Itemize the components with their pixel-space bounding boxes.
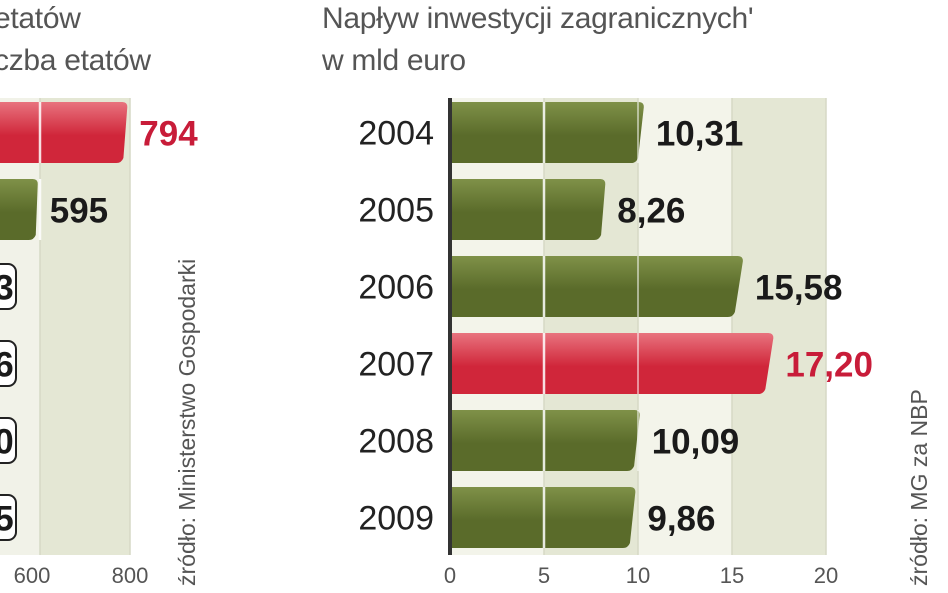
right-value-label: 17,20 (785, 346, 873, 385)
right-category-label: 2008 (358, 423, 434, 461)
right-category-label: 2007 (358, 346, 434, 384)
left-value-box (0, 417, 17, 464)
right-x-tick-label: 15 (720, 563, 744, 588)
right-grid-band (732, 98, 826, 555)
right-x-tick-label: 0 (444, 563, 456, 588)
left-value-label: 794 (139, 115, 198, 154)
right-value-label: 10,31 (656, 115, 744, 154)
left-grid-band (40, 98, 130, 555)
left-value-label: 6 (0, 346, 14, 385)
right-bar-2005 (450, 179, 606, 240)
left-grid-band (0, 98, 40, 555)
left-value-box (0, 494, 17, 541)
left-value-box (0, 263, 17, 310)
right-category-label: 2006 (358, 269, 434, 307)
left-value-label: 0 (0, 423, 14, 462)
right-grid-band (544, 98, 638, 555)
left-value-box (0, 340, 17, 387)
right-value-label: 8,26 (617, 192, 685, 231)
right-value-label: 9,86 (647, 500, 715, 539)
right-bar-2006 (450, 256, 743, 317)
right-bar-2009 (450, 487, 636, 548)
left-bar (0, 102, 128, 163)
right-value-label: 10,09 (652, 423, 740, 462)
right-category-label: 2004 (358, 115, 434, 153)
right-grid-band (638, 98, 732, 555)
left-value-label: 595 (50, 192, 108, 231)
left-bar (0, 179, 38, 240)
right-x-tick-label: 5 (538, 563, 550, 588)
right-category-label: 2005 (358, 192, 434, 230)
right-x-tick-label: 20 (814, 563, 838, 588)
left-value-label: 3 (0, 269, 14, 308)
right-chart-title-line1: Napływ inwestycji zagranicznych' (322, 2, 754, 35)
right-x-tick-label: 10 (626, 563, 650, 588)
right-bar-2007 (450, 333, 774, 394)
right-grid-band (450, 98, 544, 555)
right-category-label: 2009 (358, 500, 434, 538)
left-x-tick-label: 800 (112, 563, 149, 588)
right-chart-title-line2: w mld euro (322, 44, 466, 77)
right-bar-2004 (450, 102, 644, 163)
left-chart-title-line2: czba etatów (0, 44, 151, 77)
left-chart-title-line1: etatów (0, 2, 81, 35)
left-x-tick-label: 600 (14, 563, 51, 588)
right-value-label: 15,58 (755, 269, 843, 308)
left-value-label: 5 (0, 500, 14, 539)
